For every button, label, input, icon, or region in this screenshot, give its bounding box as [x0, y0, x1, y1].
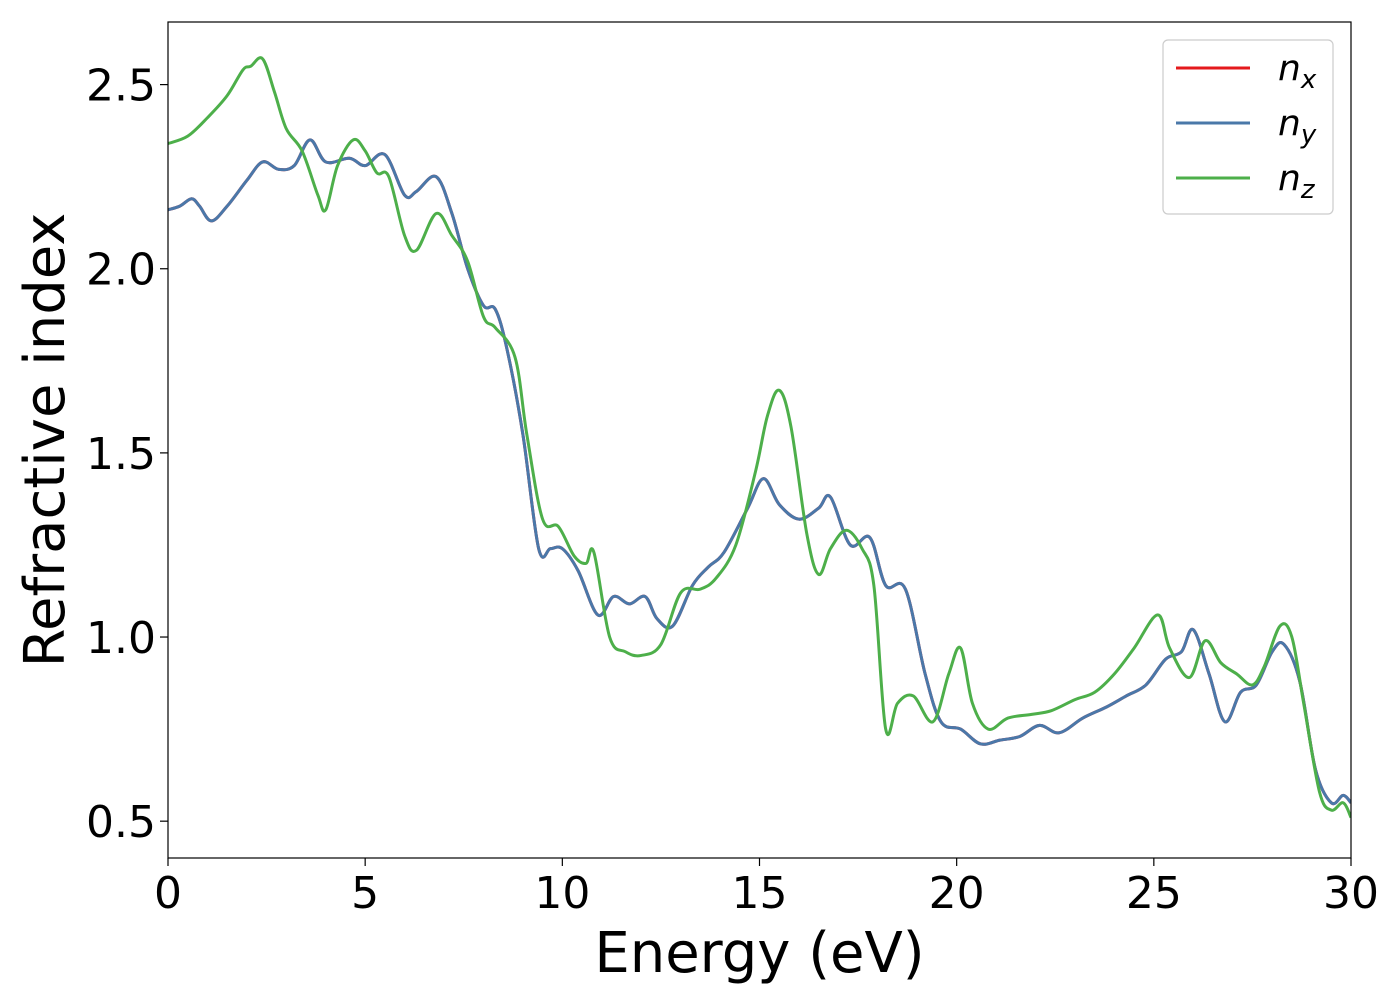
y-tick-label: 2.0	[86, 245, 156, 296]
series-line-n-x	[168, 138, 1351, 806]
y-tick-label: 2.5	[86, 61, 156, 112]
y-tick-label: 1.5	[86, 429, 156, 480]
x-tick-label: 10	[534, 868, 590, 919]
x-tick-label: 25	[1126, 868, 1182, 919]
y-axis-title: Refractive index	[13, 213, 78, 668]
series-line-n-z	[168, 56, 1351, 819]
x-tick-label: 5	[351, 868, 379, 919]
y-tick-label: 1.0	[86, 613, 156, 664]
series-lines	[168, 56, 1351, 819]
x-tick-label: 15	[732, 868, 788, 919]
legend: nx ny nz	[1162, 39, 1334, 215]
axis-ticks: 0 5 10 15 20 25 30 0.5 1.0 1.5 2.0 2.5	[86, 61, 1379, 919]
y-tick-label: 0.5	[86, 797, 156, 848]
series-line-n-y	[168, 138, 1351, 806]
legend-label: ny	[1278, 103, 1317, 150]
x-tick-label: 20	[929, 868, 985, 919]
x-tick-label: 30	[1323, 868, 1379, 919]
legend-label: nz	[1278, 158, 1316, 205]
x-axis-title: Energy (eV)	[594, 921, 924, 986]
legend-label: nx	[1278, 48, 1317, 95]
x-tick-label: 0	[154, 868, 182, 919]
legend-frame	[1162, 39, 1334, 215]
